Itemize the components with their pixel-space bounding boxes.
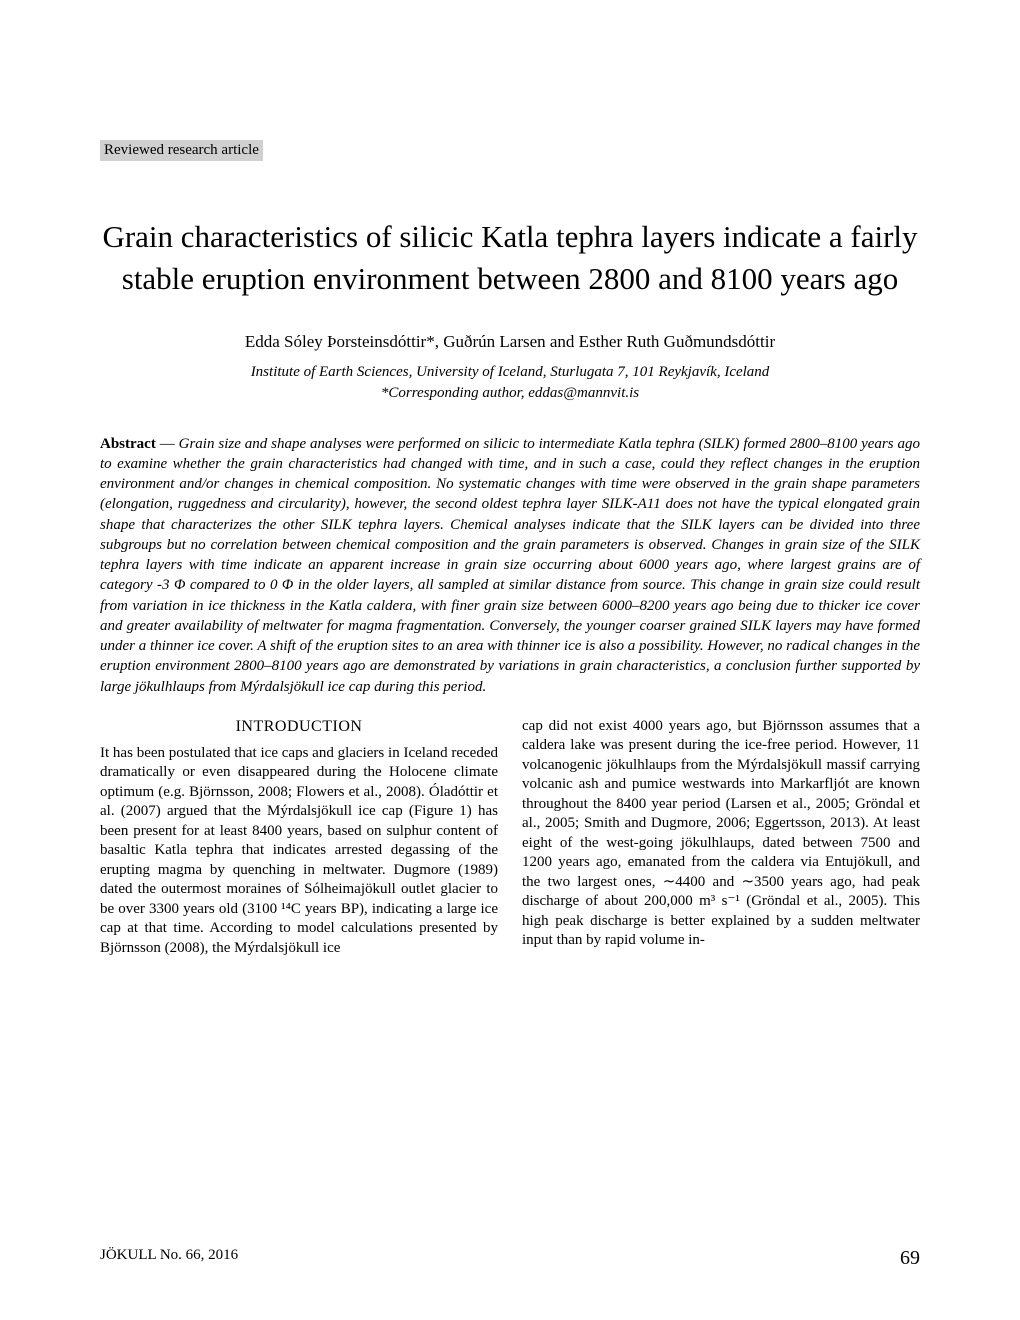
abstract-label: Abstract: [100, 436, 156, 452]
abstract-block: Abstract — Grain size and shape analyses…: [100, 434, 920, 697]
column-left-text: It has been postulated that ice caps and…: [100, 744, 498, 959]
corresponding-author: *Corresponding author, eddas@mannvit.is: [100, 385, 920, 402]
abstract-separator: —: [156, 436, 179, 452]
journal-citation: JÖKULL No. 66, 2016: [100, 1247, 238, 1270]
section-heading-introduction: INTRODUCTION: [100, 717, 498, 738]
page-footer: JÖKULL No. 66, 2016 69: [100, 1247, 920, 1270]
body-columns: INTRODUCTION It has been postulated that…: [100, 717, 920, 958]
abstract-text: Grain size and shape analyses were perfo…: [100, 436, 920, 695]
column-right: cap did not exist 4000 years ago, but Bj…: [522, 717, 920, 958]
column-left: INTRODUCTION It has been postulated that…: [100, 717, 498, 958]
affiliation-line: Institute of Earth Sciences, University …: [100, 364, 920, 381]
page-number: 69: [900, 1247, 920, 1270]
article-title: Grain characteristics of silicic Katla t…: [100, 216, 920, 300]
column-right-text: cap did not exist 4000 years ago, but Bj…: [522, 717, 920, 951]
authors-line: Edda Sóley Þorsteinsdóttir*, Guðrún Lars…: [100, 332, 920, 352]
article-type-badge: Reviewed research article: [100, 140, 263, 161]
